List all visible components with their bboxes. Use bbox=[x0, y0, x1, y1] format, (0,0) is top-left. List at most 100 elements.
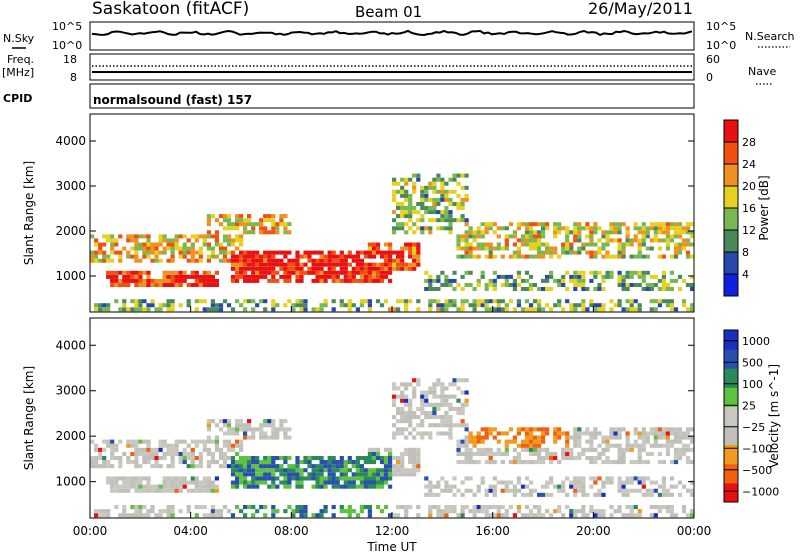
velocity-cell bbox=[190, 456, 195, 461]
power-cell bbox=[267, 278, 272, 283]
power-cell bbox=[110, 274, 115, 279]
power-cell bbox=[154, 278, 159, 283]
power-cell bbox=[263, 214, 268, 219]
velocity-cell bbox=[122, 476, 127, 481]
power-cell bbox=[190, 246, 195, 251]
power-cell bbox=[545, 287, 550, 291]
velocity-cell bbox=[424, 476, 429, 481]
power-cell bbox=[601, 234, 606, 239]
power-cell bbox=[649, 287, 654, 291]
power-cell bbox=[621, 278, 626, 283]
power-cell bbox=[412, 246, 417, 251]
power-cell bbox=[170, 303, 175, 308]
power-cell bbox=[512, 254, 517, 259]
velocity-cell bbox=[468, 435, 473, 440]
power-cell bbox=[532, 254, 538, 259]
power-cell bbox=[488, 254, 493, 259]
velocity-cell bbox=[347, 460, 352, 465]
power-colorbar-tick: 24 bbox=[742, 158, 756, 171]
power-cell bbox=[400, 189, 405, 194]
velocity-cell bbox=[174, 488, 179, 493]
velocity-cell bbox=[279, 480, 284, 485]
velocity-cell bbox=[106, 509, 111, 514]
power-cell bbox=[251, 270, 256, 275]
velocity-cell bbox=[255, 480, 260, 485]
velocity-cell bbox=[428, 435, 433, 440]
power-cell bbox=[134, 303, 139, 308]
power-cell bbox=[351, 274, 356, 279]
power-cell bbox=[146, 278, 151, 283]
velocity-cell bbox=[476, 439, 481, 444]
velocity-cell bbox=[452, 382, 457, 387]
power-cell bbox=[351, 254, 356, 259]
velocity-cell bbox=[565, 492, 570, 497]
velocity-cell bbox=[464, 378, 469, 383]
velocity-cell bbox=[472, 505, 477, 510]
power-cell bbox=[500, 299, 505, 304]
power-cell bbox=[593, 254, 598, 259]
velocity-cell bbox=[436, 513, 441, 518]
power-cell bbox=[307, 250, 312, 255]
velocity-cell bbox=[142, 488, 147, 493]
velocity-cell bbox=[363, 484, 368, 489]
velocity-cell bbox=[657, 505, 662, 510]
velocity-cell bbox=[488, 447, 493, 452]
velocity-cell bbox=[412, 468, 417, 473]
velocity-cell bbox=[637, 456, 642, 461]
velocity-cell bbox=[162, 456, 167, 461]
velocity-cell bbox=[516, 480, 521, 485]
velocity-cell bbox=[661, 435, 666, 440]
velocity-cell bbox=[283, 456, 288, 461]
velocity-cell bbox=[565, 435, 570, 440]
velocity-cell bbox=[243, 435, 248, 440]
velocity-cell bbox=[291, 476, 296, 481]
power-cell bbox=[408, 299, 413, 304]
velocity-cell bbox=[532, 488, 538, 493]
freq-right-tick-top: 60 bbox=[706, 53, 720, 66]
power-cell bbox=[267, 266, 272, 271]
power-cell bbox=[379, 250, 385, 255]
velocity-cell bbox=[408, 468, 413, 473]
velocity-cell bbox=[541, 484, 546, 489]
power-cell bbox=[327, 250, 332, 255]
power-cell bbox=[629, 303, 634, 308]
velocity-cell bbox=[629, 476, 634, 481]
velocity-cell bbox=[355, 464, 360, 469]
power-cell bbox=[440, 189, 445, 194]
velocity-cell bbox=[488, 484, 493, 489]
power-cell bbox=[593, 270, 598, 275]
velocity-cell bbox=[532, 505, 538, 510]
velocity-cell bbox=[202, 505, 207, 510]
velocity-cell bbox=[138, 505, 143, 510]
power-cell bbox=[432, 206, 437, 210]
velocity-cell bbox=[170, 505, 175, 510]
velocity-cell bbox=[400, 456, 405, 461]
power-cell bbox=[677, 226, 683, 231]
velocity-cell bbox=[170, 460, 175, 465]
power-cell bbox=[396, 250, 401, 255]
power-cell bbox=[500, 226, 505, 231]
power-cell bbox=[496, 307, 501, 312]
power-cell bbox=[436, 307, 441, 312]
velocity-cell bbox=[621, 484, 626, 489]
velocity-cell bbox=[247, 456, 252, 461]
velocity-cell bbox=[637, 451, 642, 456]
power-cell bbox=[549, 250, 554, 255]
power-cell bbox=[146, 234, 151, 239]
velocity-cell bbox=[464, 505, 469, 510]
power-cell bbox=[424, 226, 429, 231]
power-cell bbox=[271, 222, 276, 227]
freq-panel: Freq. [MHz] 18 8 60 0 Nave bbox=[2, 53, 776, 85]
power-cell bbox=[416, 250, 421, 255]
power-cell bbox=[452, 270, 457, 275]
velocity-cell bbox=[420, 431, 425, 436]
power-cell bbox=[653, 299, 658, 304]
velocity-cell bbox=[597, 443, 602, 448]
velocity-cell bbox=[392, 464, 397, 469]
power-cell bbox=[669, 222, 674, 227]
power-cell bbox=[685, 307, 691, 312]
velocity-cell bbox=[335, 464, 340, 469]
power-cell bbox=[130, 274, 135, 279]
velocity-cell bbox=[134, 513, 139, 518]
